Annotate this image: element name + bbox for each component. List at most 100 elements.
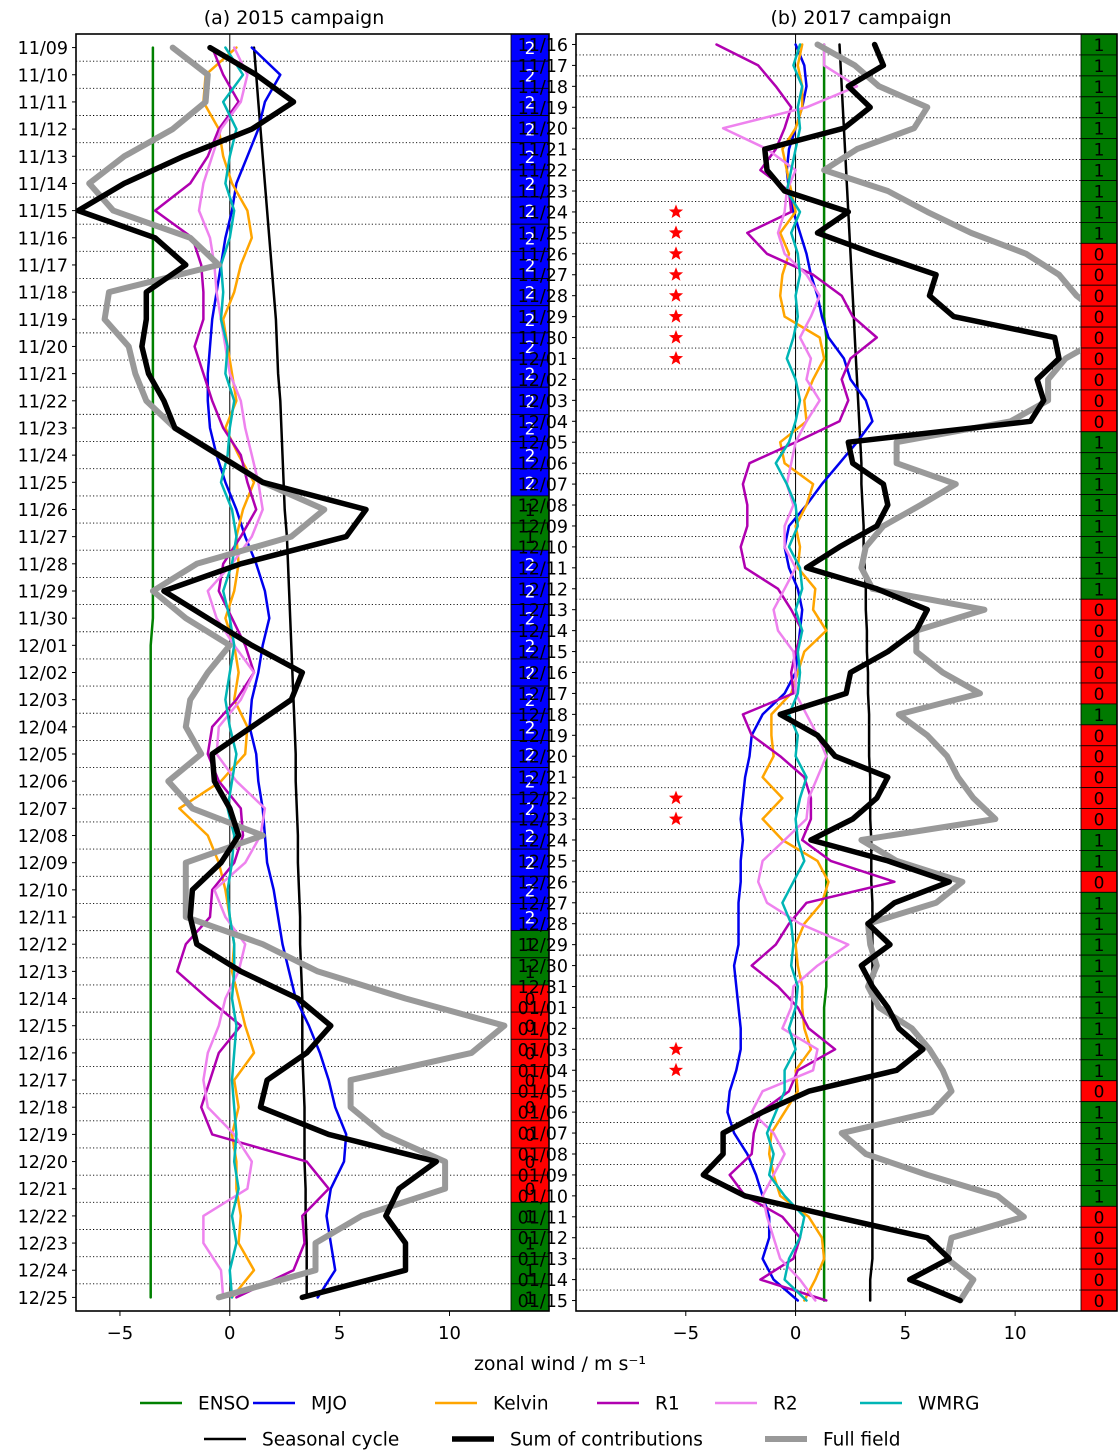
- series-r1: [715, 43, 896, 1302]
- date-label: 11/16: [518, 36, 568, 56]
- date-label: 12/13: [518, 601, 568, 621]
- date-label: 12/26: [518, 873, 568, 893]
- regime-label: 1: [1094, 36, 1105, 56]
- date-label: 01/14: [518, 1271, 568, 1291]
- regime-label: 1: [1094, 580, 1105, 600]
- date-label: 12/28: [518, 915, 568, 935]
- date-label: 12/13: [18, 963, 68, 983]
- regime-label: 1: [1094, 455, 1105, 475]
- regime-label: 2: [525, 202, 536, 222]
- series-r2: [721, 43, 859, 1302]
- date-label: 11/18: [518, 78, 568, 98]
- series-mjo: [206, 46, 348, 1299]
- regime-label: 1: [1094, 517, 1105, 537]
- date-label: 12/11: [518, 559, 568, 579]
- date-label: 12/10: [518, 538, 568, 558]
- date-label: 01/08: [518, 1145, 568, 1165]
- date-label: 11/11: [18, 93, 68, 113]
- date-label: 12/10: [18, 881, 68, 901]
- regime-cell: [510, 142, 550, 171]
- regime-cell: [510, 413, 550, 442]
- date-label: 11/29: [18, 582, 68, 602]
- date-label: 12/15: [518, 643, 568, 663]
- regime-label: 2: [525, 827, 536, 847]
- regime-label: 0: [1094, 308, 1105, 328]
- date-label: 12/30: [518, 957, 568, 977]
- date-label: 12/18: [518, 706, 568, 726]
- date-label: 12/15: [18, 1017, 68, 1037]
- regime-label: 2: [525, 311, 536, 331]
- legend-label: R1: [655, 1394, 680, 1415]
- panel-2017-title: (b) 2017 campaign: [770, 7, 951, 29]
- legend-label: WMRG: [918, 1394, 979, 1415]
- regime-cell: [510, 87, 550, 116]
- regime-cell: [510, 1174, 550, 1203]
- x-tick-label: 0: [224, 1323, 235, 1344]
- regime-label: 0: [1094, 664, 1105, 684]
- regime-label: 0: [1094, 329, 1105, 349]
- plot-frame: [575, 33, 1118, 1312]
- regime-cell: [510, 1147, 550, 1176]
- regime-label: 2: [525, 284, 536, 304]
- series-wmrg: [219, 46, 245, 1299]
- regime-label: 1: [1094, 978, 1105, 998]
- date-label: 12/09: [18, 854, 68, 874]
- regime-label: 0: [1094, 1250, 1105, 1270]
- date-label: 11/14: [18, 175, 68, 195]
- series-kelvin: [761, 43, 830, 1302]
- regime-label: 2: [525, 148, 536, 168]
- panel-2015: (a) 2015 campaign 2222222222222222211222…: [18, 7, 550, 1344]
- regime-cell: [510, 250, 550, 279]
- date-label: 12/12: [518, 580, 568, 600]
- regime-cell: [510, 115, 550, 144]
- date-label: 11/10: [18, 66, 68, 86]
- regime-label: 1: [1094, 957, 1105, 977]
- date-label: 11/25: [518, 224, 568, 244]
- date-label: 11/27: [518, 266, 568, 286]
- x-tick-label: 10: [1004, 1323, 1027, 1344]
- star-marker: [668, 225, 684, 239]
- regime-label: 1: [525, 501, 536, 521]
- regime-label: 2: [525, 610, 536, 630]
- x-tick-label: 5: [900, 1323, 911, 1344]
- regime-label: 1: [1094, 183, 1105, 203]
- date-label: 12/19: [518, 727, 568, 747]
- regime-label: 0: [1094, 245, 1105, 265]
- star-marker: [668, 267, 684, 281]
- regime-label: 0: [1094, 790, 1105, 810]
- date-label: 12/03: [18, 691, 68, 711]
- row-gridlines: [576, 54, 1081, 1291]
- date-label: 11/30: [18, 610, 68, 630]
- date-label: 12/12: [18, 936, 68, 956]
- series-lines: [76, 44, 508, 1301]
- x-ticks: −5 0 5 10: [673, 1311, 1027, 1344]
- regime-label: 1: [1094, 434, 1105, 454]
- regime-cell: [510, 658, 550, 687]
- date-label: 11/27: [18, 528, 68, 548]
- panel-2015-title: (a) 2015 campaign: [204, 7, 385, 29]
- date-label: 11/29: [518, 308, 568, 328]
- date-label: 11/20: [18, 338, 68, 358]
- regime-label: 0: [1094, 748, 1105, 768]
- regime-label: 0: [1094, 1292, 1105, 1312]
- date-label: 12/16: [18, 1044, 68, 1064]
- x-tick-label: −5: [673, 1323, 700, 1344]
- date-label: 11/22: [518, 162, 568, 182]
- regime-cell: [510, 957, 550, 986]
- star-marker: [668, 330, 684, 344]
- regime-label: 1: [1094, 1062, 1105, 1082]
- star-marker: [668, 1041, 684, 1056]
- regime-label: 1: [1094, 1104, 1105, 1124]
- series-sum-of-contributions: [700, 41, 1062, 1304]
- star-marker: [668, 309, 684, 323]
- series-enso: [822, 43, 828, 1302]
- date-label: 12/04: [518, 413, 568, 433]
- legend-label: Kelvin: [493, 1394, 549, 1415]
- regime-cell: [510, 1066, 550, 1095]
- regime-label: 1: [1094, 224, 1105, 244]
- date-label: 12/01: [18, 637, 68, 657]
- legend-label: Sum of contributions: [510, 1430, 703, 1451]
- date-label: 11/13: [18, 148, 68, 168]
- date-label: 12/11: [18, 909, 68, 929]
